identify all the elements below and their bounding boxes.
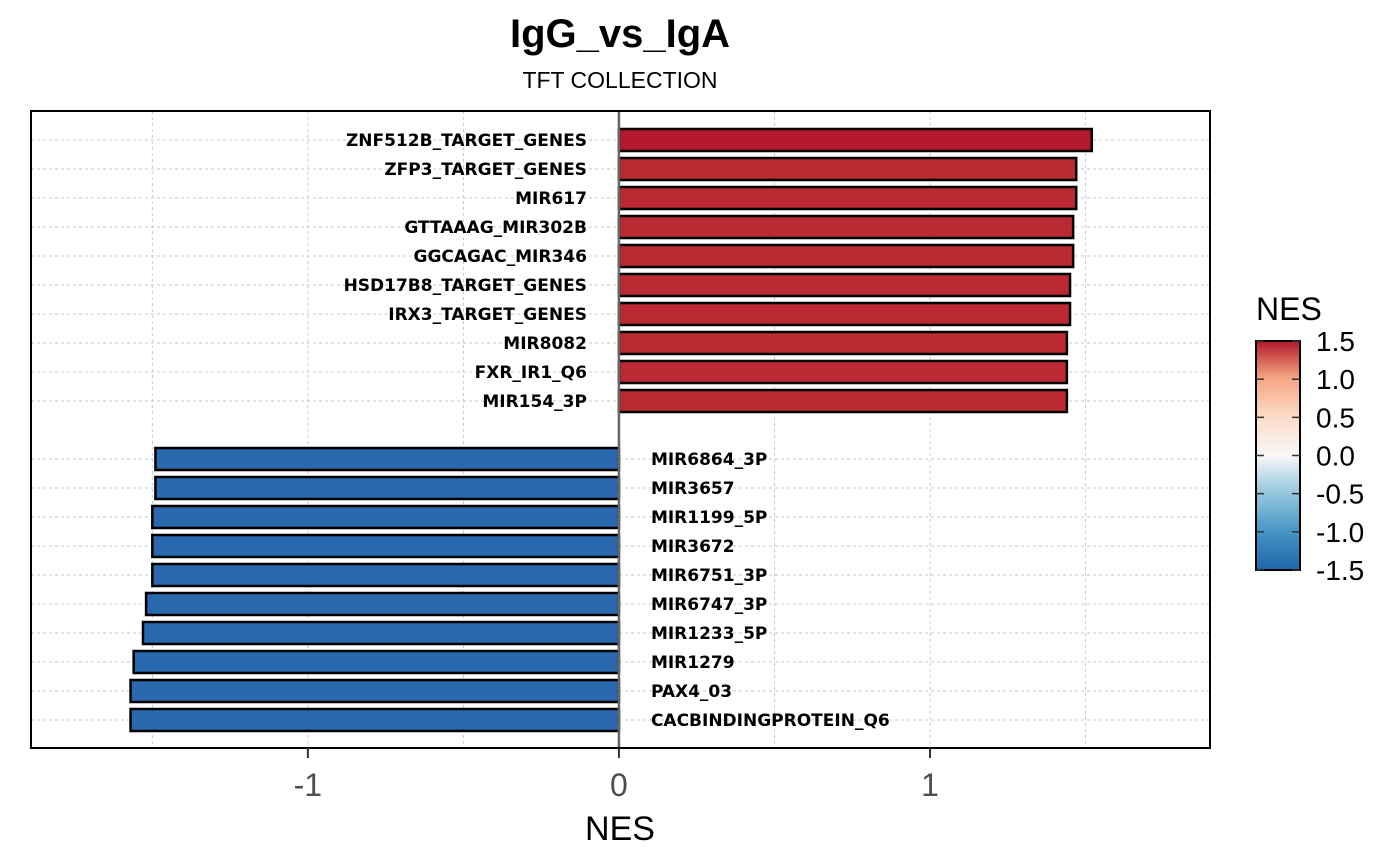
x-tick-label: -1: [294, 767, 322, 803]
bars: [129, 127, 1094, 733]
bar-zfp3-target-genes: [617, 156, 1078, 182]
bar-mir154-3p: [617, 388, 1069, 414]
x-axis-title: NES: [585, 810, 655, 848]
chart-title: IgG_vs_IgA: [510, 12, 730, 56]
category-label: HSD17B8_TARGET_GENES: [344, 276, 587, 296]
bar-mir8082: [617, 330, 1069, 356]
bar-mir6751-3p: [151, 562, 621, 588]
bar-mir617: [617, 185, 1078, 211]
colorbar-tick-label: -0.5: [1316, 479, 1364, 510]
panel-border: [30, 110, 1211, 749]
colorbar-tick-label: 1.5: [1316, 326, 1355, 357]
bar-mir3672: [151, 533, 621, 559]
category-label: MIR6751_3P: [651, 566, 767, 586]
bar-mir1279: [132, 649, 621, 675]
category-label: MIR6747_3P: [651, 595, 767, 615]
color-legend: NES 1.5 1.0 0.5 0.0 -0.5 -1.0 -1.5: [1255, 291, 1364, 586]
colorbar-tick-label: 0.0: [1316, 441, 1355, 472]
category-label: MIR8082: [503, 334, 587, 354]
category-label: IRX3_TARGET_GENES: [388, 305, 587, 325]
bar-ggcagac-mir346: [617, 243, 1075, 269]
bar-gttaaag-mir302b: [617, 214, 1075, 240]
bar-mir6864-3p: [154, 446, 621, 472]
category-label: MIR3657: [651, 479, 735, 499]
colorbar-tick-label: 1.0: [1316, 364, 1355, 395]
category-label: MIR154_3P: [482, 392, 587, 412]
bar-mir1233-5p: [141, 620, 621, 646]
category-label: MIR6864_3P: [651, 450, 767, 470]
category-label: CACBINDINGPROTEIN_Q6: [651, 711, 890, 731]
bar-mir3657: [154, 475, 621, 501]
x-axis: -1 0 1: [294, 748, 939, 803]
bar-irx3-target-genes: [617, 301, 1072, 327]
legend-title: NES: [1256, 291, 1322, 327]
category-label: PAX4_03: [651, 682, 732, 702]
x-tick-label: 0: [610, 767, 628, 803]
category-labels: ZNF512B_TARGET_GENES ZFP3_TARGET_GENES MIR…: [344, 131, 890, 731]
colorbar-tick-label: -1.0: [1316, 517, 1364, 548]
bar-fxr-ir1-q6: [617, 359, 1069, 385]
bar-pax4-03: [129, 678, 621, 704]
category-label: ZFP3_TARGET_GENES: [384, 160, 587, 180]
bar-cacbindingprotein-q6: [129, 707, 621, 733]
category-label: MIR1279: [651, 653, 735, 673]
category-label: MIR3672: [651, 537, 735, 557]
bar-mir1199-5p: [151, 504, 621, 530]
category-label: MIR617: [515, 189, 587, 209]
bar-znf512b-target-genes: [617, 127, 1094, 153]
category-label: MIR1233_5P: [651, 624, 767, 644]
category-label: MIR1199_5P: [651, 508, 767, 528]
bar-mir6747-3p: [144, 591, 621, 617]
category-label: FXR_IR1_Q6: [475, 363, 587, 383]
colorbar-tick-label: -1.5: [1316, 555, 1364, 586]
bar-hsd17b8-target-genes: [617, 272, 1072, 298]
category-label: GGCAGAC_MIR346: [413, 247, 586, 267]
chart-subtitle: TFT COLLECTION: [522, 67, 717, 93]
colorbar-tick-label: 0.5: [1316, 402, 1355, 433]
x-tick-label: 1: [921, 767, 939, 803]
category-label: ZNF512B_TARGET_GENES: [346, 131, 587, 151]
category-label: GTTAAAG_MIR302B: [404, 218, 587, 238]
